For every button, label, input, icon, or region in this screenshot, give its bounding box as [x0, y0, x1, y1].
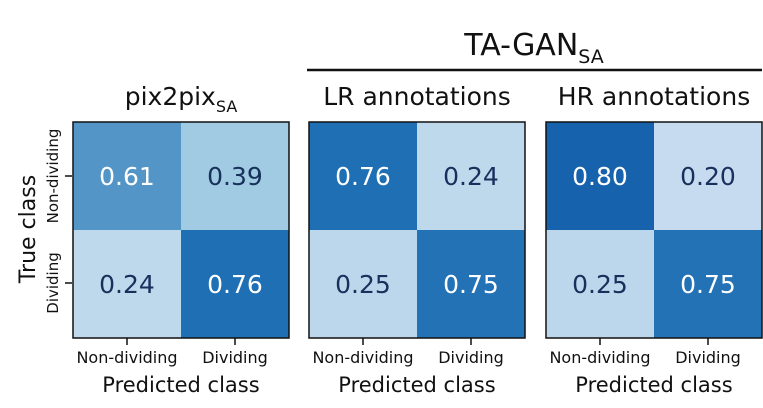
- heatmap-cell-value: 0.25: [572, 270, 628, 299]
- x-tick-label-dividing: Dividing: [675, 348, 741, 367]
- x-axis-title: Predicted class: [575, 373, 732, 397]
- heatmap-cell: [181, 230, 289, 338]
- panel-title-pix2pix: pix2pixSA: [125, 82, 238, 116]
- heatmap-frame: [308, 121, 526, 339]
- heatmap-cell: [654, 122, 762, 230]
- heatmap-cell: [654, 230, 762, 338]
- x-tick-label-non-dividing: Non-dividing: [76, 348, 177, 367]
- y-tick-label-dividing: Dividing: [44, 252, 62, 313]
- panel-title-pix2pix-sub: SA: [216, 97, 237, 116]
- heatmap-cell-value: 0.80: [572, 162, 628, 191]
- heatmap-cell-value: 0.39: [207, 162, 263, 191]
- group-title: TA-GANSA: [463, 28, 603, 68]
- heatmap-cell: [181, 122, 289, 230]
- heatmap-cell-value: 0.75: [680, 270, 736, 299]
- x-axis-title: Predicted class: [102, 373, 259, 397]
- panel-title-pix2pix-main: pix2pix: [125, 82, 216, 111]
- x-axis-title: Predicted class: [338, 373, 495, 397]
- x-tick-label-dividing: Dividing: [202, 348, 268, 367]
- heatmap-cell: [309, 122, 417, 230]
- heatmap-cell: [309, 230, 417, 338]
- y-tick-label-non-dividing: Non-dividing: [44, 129, 62, 224]
- y-axis-title: True class: [16, 175, 41, 284]
- heatmap-cell-value: 0.20: [680, 162, 736, 191]
- heatmap-panel-hr-annotations: 0.80 0.20 0.25 0.75: [545, 121, 763, 345]
- heatmap-panel-lr-annotations: 0.76 0.24 0.25 0.75: [308, 121, 526, 345]
- group-title-main: TA-GAN: [463, 28, 578, 63]
- heatmap-cell: [73, 230, 181, 338]
- heatmap-frame: [72, 121, 290, 339]
- heatmap-cell-value: 0.61: [99, 162, 155, 191]
- group-title-sub: SA: [578, 46, 603, 68]
- panel-title-lr: LR annotations: [323, 82, 511, 111]
- heatmap-cell-value: 0.25: [335, 270, 391, 299]
- x-tick-label-dividing: Dividing: [438, 348, 504, 367]
- x-tick-label-non-dividing: Non-dividing: [312, 348, 413, 367]
- heatmap-panel-pix2pix: 0.61 0.39 0.24 0.76: [72, 121, 290, 345]
- x-tick-label-non-dividing: Non-dividing: [549, 348, 650, 367]
- heatmap-cell: [417, 230, 525, 338]
- heatmap-cell-value: 0.75: [443, 270, 499, 299]
- heatmap-cell: [73, 122, 181, 230]
- panel-title-hr: HR annotations: [558, 82, 750, 111]
- heatmap-cell-value: 0.24: [443, 162, 499, 191]
- heatmap-cell: [417, 122, 525, 230]
- heatmap-frame: [545, 121, 763, 339]
- heatmap-cell: [546, 122, 654, 230]
- heatmap-cell-value: 0.76: [207, 270, 263, 299]
- heatmap-cell: [546, 230, 654, 338]
- heatmap-cell-value: 0.76: [335, 162, 391, 191]
- heatmap-cell-value: 0.24: [99, 270, 155, 299]
